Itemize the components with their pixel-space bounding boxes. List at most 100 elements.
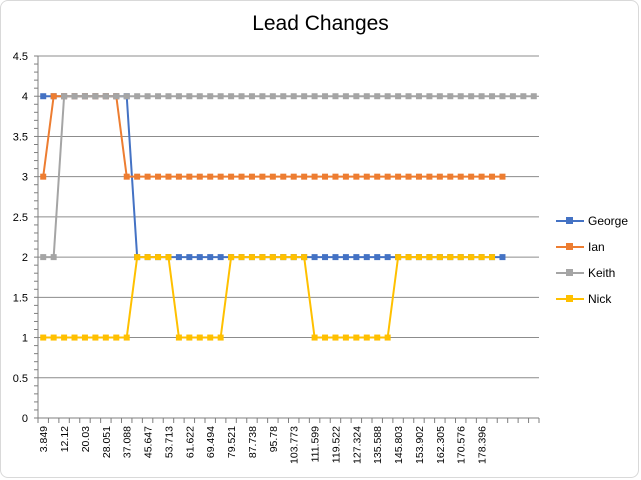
series-marker-nick [165, 254, 172, 261]
series-marker-ian [217, 173, 224, 180]
y-tick-label: 1.5 [13, 292, 28, 304]
series-marker-nick [426, 254, 433, 261]
series-marker-ian [238, 173, 245, 180]
series-marker-keith [238, 93, 245, 100]
legend-marker [566, 243, 573, 250]
series-marker-keith [311, 93, 318, 100]
legend-swatch [556, 268, 584, 278]
series-marker-nick [123, 334, 130, 341]
series-marker-keith [489, 93, 496, 100]
y-tick-label: 3 [22, 172, 28, 184]
series-marker-nick [61, 334, 68, 341]
legend-item-george: George [556, 212, 640, 238]
series-marker-nick [155, 254, 162, 261]
series-marker-nick [322, 334, 329, 341]
series-marker-nick [207, 334, 214, 341]
series-marker-ian [50, 93, 57, 100]
series-marker-nick [457, 254, 464, 261]
series-marker-nick [102, 334, 109, 341]
legend-swatch [556, 242, 584, 252]
legend-marker [566, 295, 573, 302]
series-marker-george [186, 254, 193, 261]
series-marker-george [332, 254, 339, 261]
series-marker-nick [81, 334, 88, 341]
series-marker-keith [395, 93, 402, 100]
series-marker-george [311, 254, 318, 261]
series-marker-nick [447, 254, 454, 261]
series-marker-keith [175, 93, 182, 100]
series-marker-ian [395, 173, 402, 180]
series-marker-ian [499, 173, 506, 180]
legend-marker [566, 217, 573, 224]
series-marker-nick [186, 334, 193, 341]
series-marker-nick [363, 334, 370, 341]
series-marker-nick [290, 254, 297, 261]
series-marker-ian [248, 173, 255, 180]
legend-item-keith: Keith [556, 264, 640, 290]
series-marker-ian [322, 173, 329, 180]
series-marker-nick [436, 254, 443, 261]
series-marker-ian [447, 173, 454, 180]
series-marker-ian [280, 173, 287, 180]
series-marker-keith [457, 93, 464, 100]
series-marker-nick [196, 334, 203, 341]
series-marker-ian [301, 173, 308, 180]
series-marker-nick [415, 254, 422, 261]
series-marker-nick [228, 254, 235, 261]
series-marker-nick [175, 334, 182, 341]
series-marker-nick [384, 334, 391, 341]
series-marker-keith [61, 93, 68, 100]
series-marker-keith [509, 93, 516, 100]
x-tick-label: 3.849 [38, 426, 50, 452]
legend-item-ian: Ian [556, 238, 640, 264]
legend-marker [566, 269, 573, 276]
series-marker-keith [384, 93, 391, 100]
series-marker-ian [155, 173, 162, 180]
series-marker-nick [311, 334, 318, 341]
series-marker-ian [468, 173, 475, 180]
x-tick-label: 135.588 [372, 426, 384, 464]
series-marker-keith [353, 93, 360, 100]
legend-item-nick: Nick [556, 290, 640, 316]
series-marker-ian [259, 173, 266, 180]
series-marker-george [40, 93, 47, 100]
series-marker-keith [426, 93, 433, 100]
series-marker-nick [217, 334, 224, 341]
series-marker-nick [353, 334, 360, 341]
series-marker-nick [238, 254, 245, 261]
x-tick-label: 79.521 [226, 426, 238, 458]
x-tick-label: 28.051 [101, 426, 113, 458]
x-tick-label: 69.494 [205, 426, 217, 458]
series-marker-keith [447, 93, 454, 100]
series-marker-george [207, 254, 214, 261]
series-marker-ian [363, 173, 370, 180]
series-marker-keith [81, 93, 88, 100]
series-marker-keith [165, 93, 172, 100]
series-marker-nick [113, 334, 120, 341]
series-marker-george [342, 254, 349, 261]
x-tick-label: 170.576 [456, 426, 468, 464]
series-marker-keith [155, 93, 162, 100]
legend-label: Nick [588, 292, 612, 306]
series-marker-ian [290, 173, 297, 180]
series-marker-ian [311, 173, 318, 180]
series-marker-keith [530, 93, 537, 100]
series-marker-ian [134, 173, 141, 180]
series-marker-george [353, 254, 360, 261]
series-marker-keith [144, 93, 151, 100]
series-marker-keith [499, 93, 506, 100]
series-marker-nick [395, 254, 402, 261]
y-tick-label: 4.5 [13, 51, 28, 63]
series-marker-ian [269, 173, 276, 180]
series-marker-ian [123, 173, 130, 180]
series-marker-george [363, 254, 370, 261]
series-marker-keith [363, 93, 370, 100]
chart-title: Lead Changes [252, 12, 389, 35]
series-marker-keith [207, 93, 214, 100]
series-marker-nick [50, 334, 57, 341]
series-marker-keith [134, 93, 141, 100]
series-marker-ian [405, 173, 412, 180]
chart-legend: George Ian Keith Nick [556, 212, 640, 316]
series-marker-ian [186, 173, 193, 180]
series-marker-ian [228, 173, 235, 180]
